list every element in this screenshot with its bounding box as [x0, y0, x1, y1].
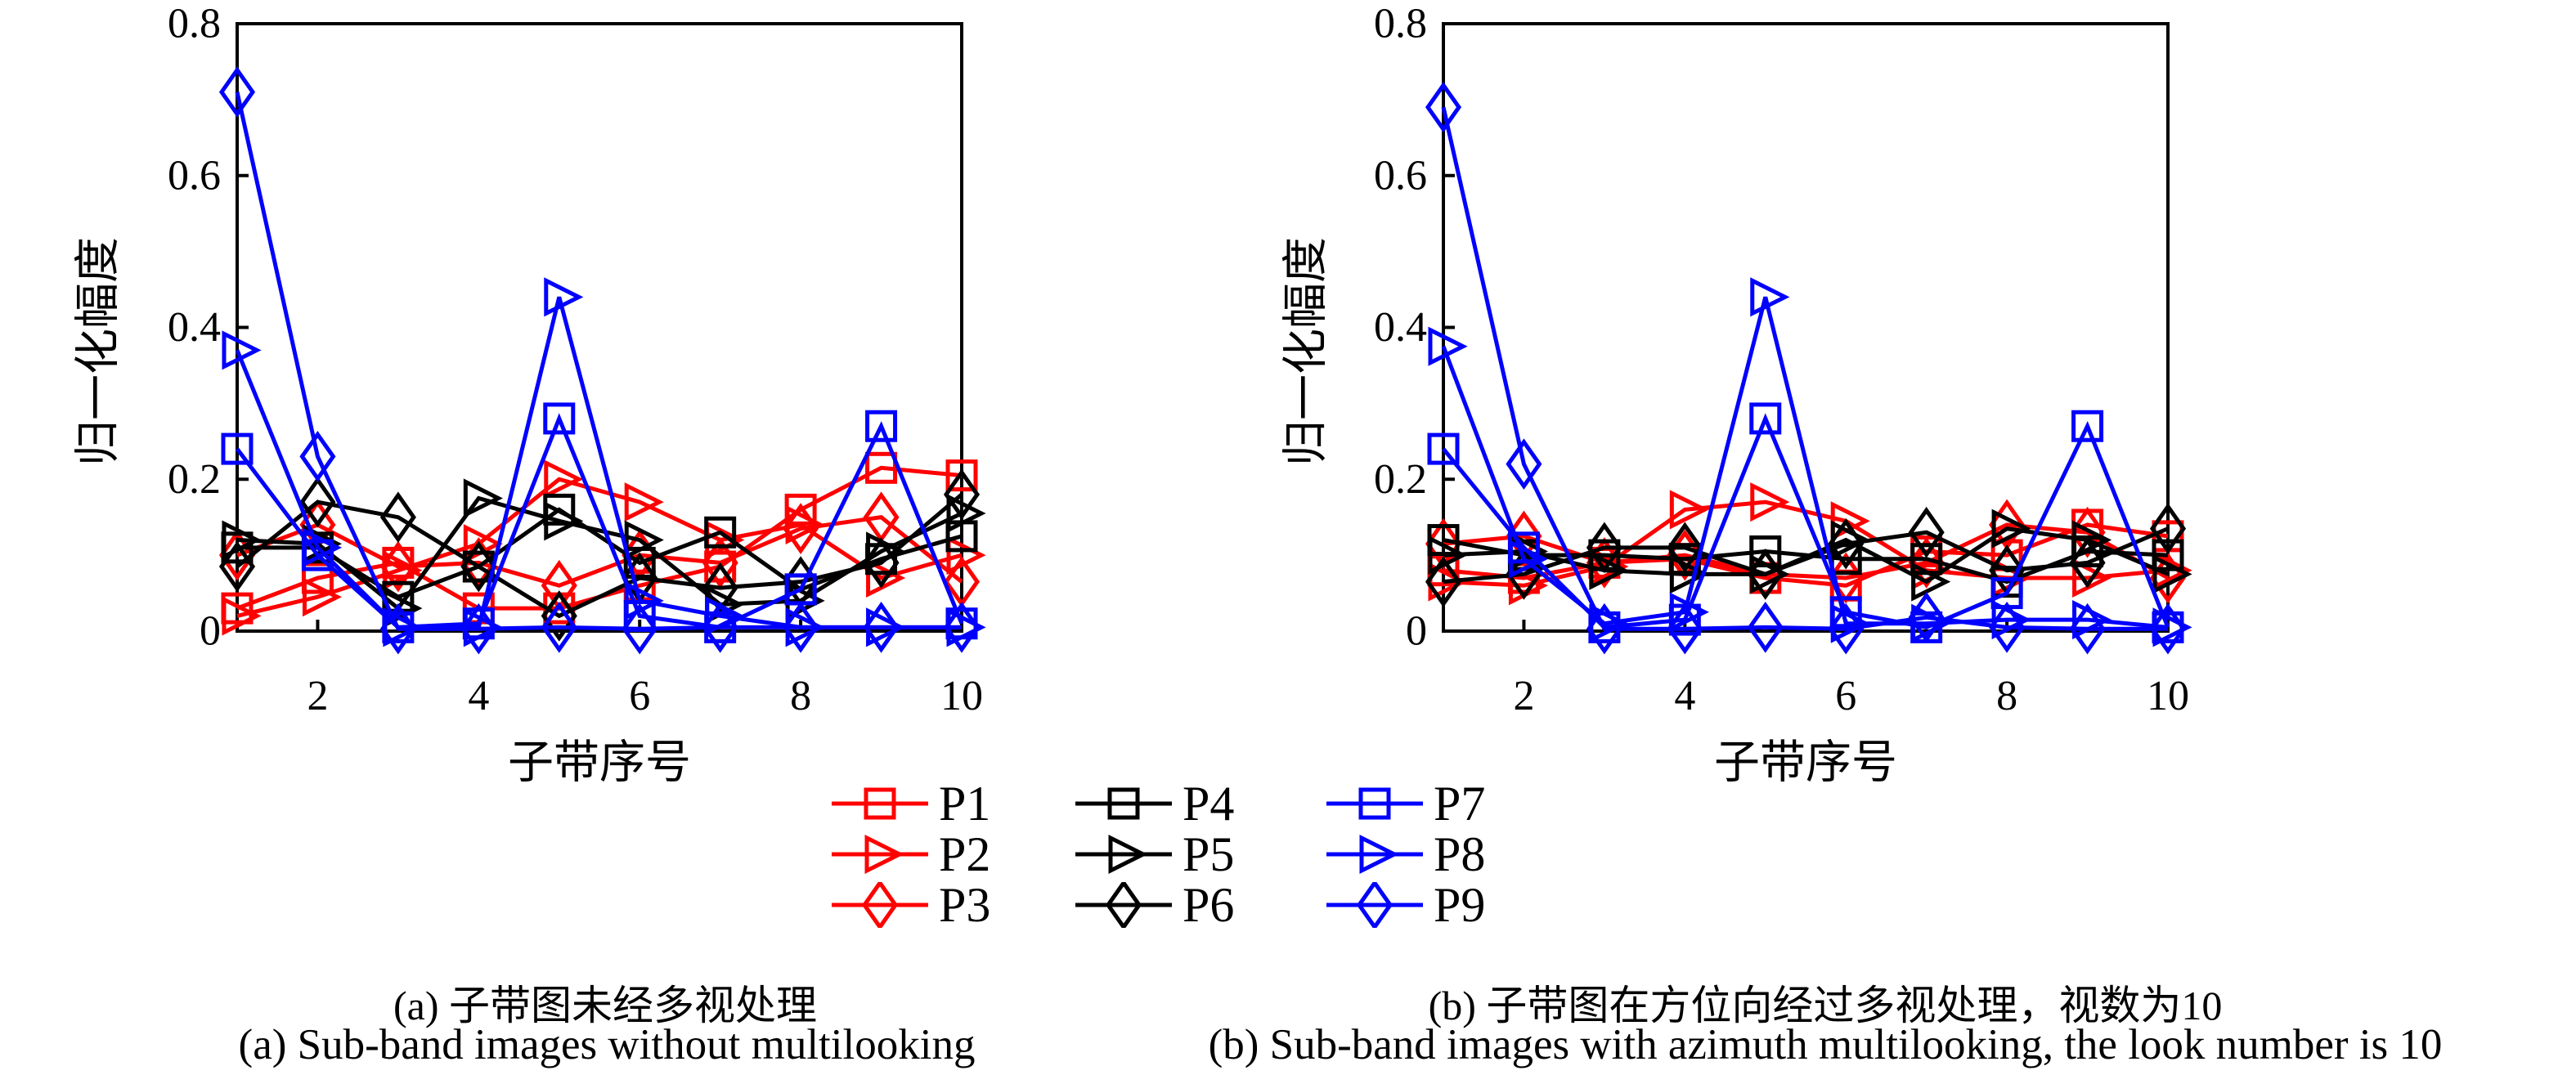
- legend: P1 P4 P7 P2 P5 P8 P3 P6: [830, 778, 1570, 930]
- legend-item-p4: P4: [1074, 778, 1325, 829]
- svg-text:0: 0: [1406, 608, 1427, 655]
- svg-text:2: 2: [1513, 673, 1534, 719]
- legend-item-p5: P5: [1074, 829, 1325, 880]
- legend-item-p3: P3: [830, 880, 1074, 930]
- legend-label: P3: [939, 878, 991, 932]
- legend-label: P8: [1434, 827, 1486, 881]
- caption-a-english: (a) Sub-band images without multilooking: [238, 1021, 976, 1068]
- svg-text:0.2: 0.2: [168, 456, 221, 503]
- legend-item-p9: P9: [1325, 880, 1570, 930]
- chart-b-plot: 2 4 6 8 10 0 0.2 0.4 0.6 0.8: [1374, 1, 2192, 719]
- svg-text:10: 10: [2147, 673, 2189, 719]
- chart-b-x-axis-title: 子带序号: [1714, 737, 1897, 789]
- svg-text:0: 0: [200, 608, 221, 655]
- svg-text:0.6: 0.6: [1374, 152, 1427, 199]
- svg-text:0.8: 0.8: [1374, 1, 1427, 47]
- caption-a-chinese: (a) 子带图未经多视处理: [393, 983, 817, 1028]
- p5-marker-icon: [1075, 834, 1172, 875]
- svg-text:0.2: 0.2: [1374, 456, 1427, 503]
- svg-text:0.8: 0.8: [168, 1, 221, 47]
- svg-text:0.6: 0.6: [168, 152, 221, 199]
- legend-item-p1: P1: [830, 778, 1074, 829]
- svg-text:4: 4: [468, 673, 489, 719]
- p3-marker-icon: [832, 882, 928, 928]
- caption-b-english: (b) Sub-band images with azimuth multilo…: [1208, 1021, 2443, 1068]
- legend-item-p7: P7: [1325, 778, 1570, 829]
- svg-text:0.4: 0.4: [1374, 304, 1427, 351]
- svg-text:8: 8: [790, 673, 811, 719]
- svg-text:0.4: 0.4: [168, 304, 221, 351]
- p7-marker-icon: [1326, 787, 1423, 820]
- legend-label: P1: [939, 777, 991, 831]
- legend-label: P4: [1183, 777, 1235, 831]
- legend-label: P5: [1183, 827, 1235, 881]
- legend-label: P9: [1434, 878, 1486, 932]
- caption-b-chinese: (b) 子带图在方位向经过多视处理，视数为10: [1428, 983, 2223, 1028]
- p2-marker-icon: [832, 834, 928, 875]
- legend-label: P6: [1183, 878, 1235, 932]
- p9-marker-icon: [1326, 882, 1423, 928]
- legend-item-p6: P6: [1074, 880, 1325, 930]
- p8-marker-icon: [1326, 834, 1423, 875]
- chart-a-y-axis-title: 归一化幅度: [73, 237, 124, 466]
- p6-marker-icon: [1075, 882, 1172, 928]
- svg-text:6: 6: [629, 673, 650, 719]
- chart-a-x-axis-title: 子带序号: [508, 737, 691, 789]
- legend-item-p2: P2: [830, 829, 1074, 880]
- legend-label: P2: [939, 827, 991, 881]
- p4-marker-icon: [1075, 787, 1172, 820]
- svg-text:6: 6: [1835, 673, 1856, 719]
- svg-text:10: 10: [940, 673, 983, 719]
- chart-a-plot: 2 4 6 8 10 0 0.2 0.4 0.6 0.8: [168, 1, 986, 719]
- svg-text:4: 4: [1674, 673, 1695, 719]
- p1-marker-icon: [832, 787, 928, 820]
- chart-b-y-axis-title: 归一化幅度: [1281, 237, 1332, 466]
- svg-text:8: 8: [1996, 673, 2017, 719]
- legend-item-p8: P8: [1325, 829, 1570, 880]
- legend-label: P7: [1434, 777, 1486, 831]
- svg-text:2: 2: [307, 673, 328, 719]
